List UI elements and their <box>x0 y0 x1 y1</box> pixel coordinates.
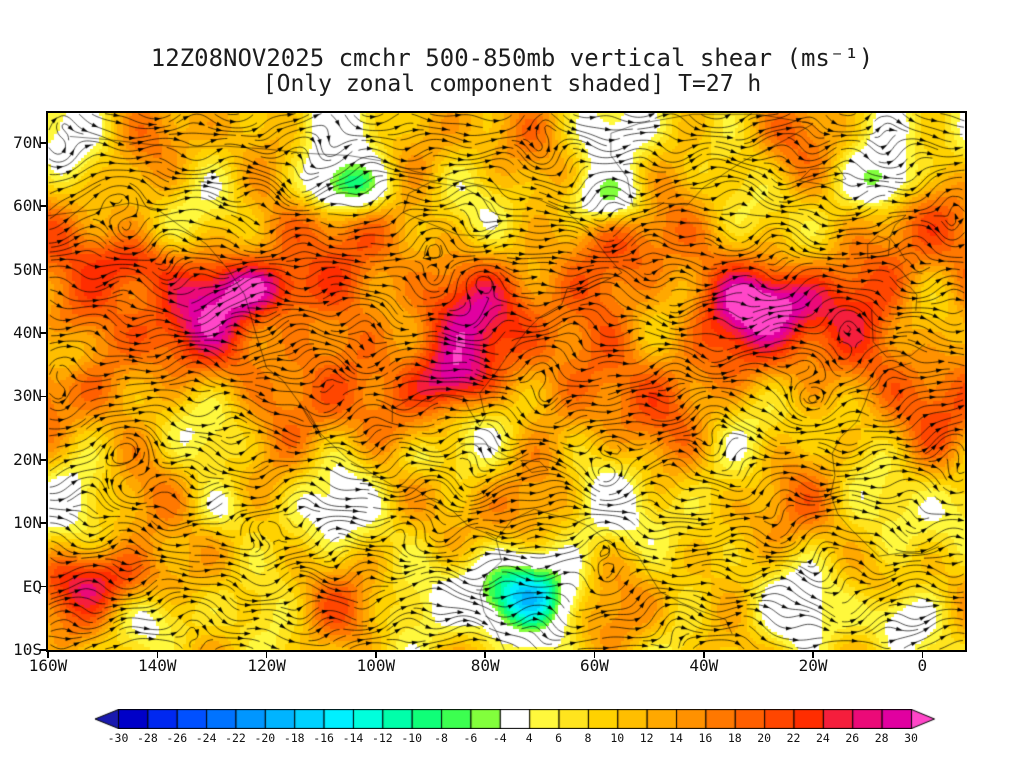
colorbar-tick-label: -20 <box>254 731 276 745</box>
colorbar-tick-label: 14 <box>669 731 683 745</box>
y-tick-mark <box>40 332 46 334</box>
colorbar-tick-label: 26 <box>845 731 860 745</box>
x-tick-label: 140W <box>138 656 177 675</box>
colorbar-canvas <box>94 709 936 729</box>
x-tick-mark <box>375 652 377 658</box>
colorbar-tick-label: 28 <box>874 731 889 745</box>
colorbar-tick-label: -30 <box>107 731 129 745</box>
colorbar-tick-label: -6 <box>463 731 478 745</box>
colorbar-tick-label: -26 <box>166 731 188 745</box>
y-tick-mark <box>40 585 46 588</box>
chart-title: 12Z08NOV2025 cmchr 500-850mb vertical sh… <box>150 44 874 72</box>
y-tick-mark <box>40 142 46 144</box>
y-tick-mark <box>40 395 46 398</box>
y-tick-mark <box>40 649 46 651</box>
colorbar-tick-label: -18 <box>283 731 305 745</box>
colorbar-tick-label: 4 <box>525 731 533 745</box>
colorbar-tick-label: 22 <box>786 731 801 745</box>
colorbar <box>94 709 936 729</box>
colorbar-tick-label: -12 <box>371 731 393 745</box>
map-plot-area <box>46 111 967 652</box>
x-tick-mark <box>265 652 268 658</box>
chart-subtitle: [Only zonal component shaded] T=27 h <box>262 71 762 97</box>
colorbar-tick-label: 30 <box>904 731 918 745</box>
y-tick-label: 10S <box>13 640 42 659</box>
colorbar-tick-label: 6 <box>555 731 563 745</box>
x-tick-mark <box>47 652 49 658</box>
colorbar-tick-label: -24 <box>195 731 217 745</box>
colorbar-tick-label: 20 <box>757 731 772 745</box>
x-tick-mark <box>812 652 814 658</box>
x-tick-label: 80W <box>470 656 500 675</box>
colorbar-tick-label: 18 <box>727 731 742 745</box>
x-tick-mark <box>484 652 486 658</box>
x-tick-mark <box>703 652 705 658</box>
x-tick-label: 0 <box>917 656 928 675</box>
x-tick-label: 120W <box>247 656 286 675</box>
x-tick-mark <box>921 652 924 658</box>
y-tick-label: 40N <box>13 322 42 342</box>
colorbar-tick-label: -8 <box>434 731 448 745</box>
y-tick-mark <box>40 268 46 271</box>
colorbar-tick-label: -22 <box>225 731 246 745</box>
y-tick-label: 10N <box>13 513 42 533</box>
colorbar-tick-label: 8 <box>584 731 592 745</box>
y-tick-label: 20N <box>13 449 42 469</box>
colorbar-tick-label: 24 <box>815 731 830 745</box>
y-tick-label: 50N <box>13 259 42 279</box>
colorbar-tick-label: -28 <box>136 731 158 745</box>
y-tick-label: EQ <box>22 576 42 596</box>
x-tick-mark <box>156 652 159 658</box>
x-tick-mark <box>593 652 596 658</box>
map-canvas <box>48 113 965 650</box>
colorbar-tick-label: -4 <box>492 731 507 745</box>
colorbar-tick-label: -10 <box>401 731 423 745</box>
colorbar-tick-label: -16 <box>313 731 334 745</box>
x-tick-label: 20W <box>798 656 828 675</box>
x-tick-label: 40W <box>689 656 719 675</box>
colorbar-tick-label: 12 <box>639 731 654 745</box>
y-tick-label: 70N <box>13 132 42 152</box>
x-tick-label: 160W <box>28 656 68 675</box>
y-tick-mark <box>40 459 46 461</box>
y-tick-label: 60N <box>13 196 42 216</box>
y-tick-label: 30N <box>13 386 42 406</box>
x-tick-label: 60W <box>580 656 609 675</box>
colorbar-labels: -30 -28 -26 -24 -22 -20 -18 -16 -14 -12 -10 -8 -6 -4 4… <box>94 731 936 747</box>
y-tick-mark <box>40 205 46 207</box>
colorbar-tick-label: -14 <box>342 731 364 745</box>
colorbar-tick-label: 16 <box>698 731 713 745</box>
x-tick-label: 100W <box>356 656 396 675</box>
colorbar-tick-label: 10 <box>610 731 625 745</box>
y-tick-mark <box>40 522 46 524</box>
